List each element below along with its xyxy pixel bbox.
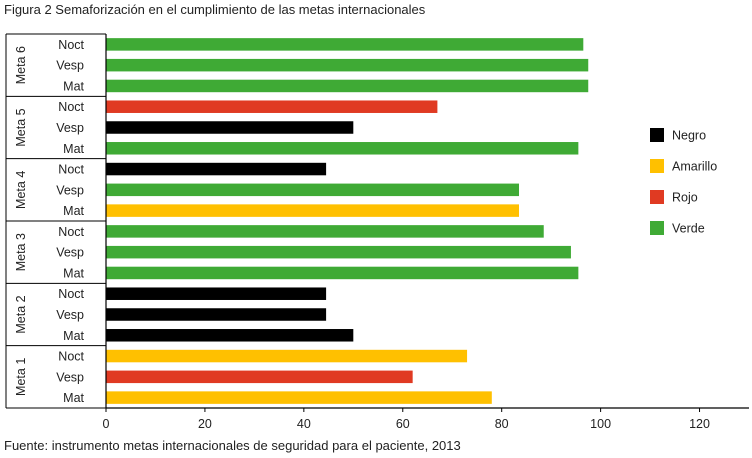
row-label: Noct xyxy=(58,38,84,52)
row-label: Vesp xyxy=(56,246,84,260)
bar-meta1-vesp xyxy=(106,370,413,384)
legend-swatch-rojo xyxy=(650,190,664,204)
group-label: Meta 1 xyxy=(14,358,28,396)
x-tick-label: 60 xyxy=(396,417,410,431)
row-label: Vesp xyxy=(56,59,84,73)
group-label: Meta 5 xyxy=(14,108,28,146)
bar-meta2-vesp xyxy=(106,308,327,321)
group-label: Meta 3 xyxy=(14,233,28,271)
bar-meta2-noct xyxy=(106,287,327,300)
bar-meta3-vesp xyxy=(106,245,571,259)
row-label: Noct xyxy=(58,100,84,114)
row-label: Mat xyxy=(63,266,84,280)
group-label: Meta 6 xyxy=(14,46,28,84)
row-label: Noct xyxy=(58,350,84,364)
bar-meta3-mat xyxy=(106,266,579,280)
group-label: Meta 2 xyxy=(14,295,28,333)
legend-label-verde: Verde xyxy=(672,222,705,236)
x-axis-ticks: 0 20 40 60 80 100 120 xyxy=(103,408,710,431)
x-tick-label: 0 xyxy=(103,417,110,431)
row-label: Mat xyxy=(63,79,84,93)
bar-meta1-mat xyxy=(106,391,492,404)
bar-meta5-vesp xyxy=(106,121,354,134)
row-label: Noct xyxy=(58,225,84,239)
legend-swatch-verde xyxy=(650,221,664,235)
group-label: Meta 4 xyxy=(14,171,28,209)
bar-meta5-mat xyxy=(106,142,579,155)
row-label: Vesp xyxy=(56,308,84,322)
x-tick-label: 40 xyxy=(297,417,311,431)
row-label: Noct xyxy=(58,287,84,301)
legend-swatch-amarillo xyxy=(650,159,664,173)
row-label: Mat xyxy=(63,204,84,218)
row-label: Mat xyxy=(63,329,84,343)
x-tick-label: 100 xyxy=(590,417,611,431)
legend-swatch-negro xyxy=(650,128,664,142)
chart-source-note: Fuente: instrumento metas internacionale… xyxy=(4,438,461,453)
row-label: Vesp xyxy=(56,121,84,135)
bars-layer xyxy=(106,38,589,404)
legend-label-rojo: Rojo xyxy=(672,191,698,205)
x-tick-label: 120 xyxy=(689,417,710,431)
bar-meta3-noct xyxy=(106,225,544,238)
row-labels: Noct Vesp Mat Noct Vesp Mat Noct Vesp Mat Noct Ves… xyxy=(56,38,84,405)
row-label: Mat xyxy=(63,391,84,405)
bar-meta5-noct xyxy=(106,100,438,113)
bar-meta6-mat xyxy=(106,79,589,93)
row-label: Vesp xyxy=(56,370,84,384)
bar-meta4-vesp xyxy=(106,183,520,197)
row-label: Mat xyxy=(63,142,84,156)
bar-meta4-noct xyxy=(106,162,327,176)
x-tick-label: 20 xyxy=(198,417,212,431)
bar-meta1-noct xyxy=(106,349,468,363)
row-label: Vesp xyxy=(56,183,84,197)
bar-meta2-mat xyxy=(106,329,354,342)
group-labels: Meta 6 Meta 5 Meta 4 Meta 3 Meta 2 Meta 1 xyxy=(14,46,28,396)
row-label: Noct xyxy=(58,163,84,177)
chart-title: Figura 2 Semaforización en el cumplimien… xyxy=(4,2,426,17)
legend-label-amarillo: Amarillo xyxy=(672,160,717,174)
bar-meta6-noct xyxy=(106,38,584,51)
bar-meta6-vesp xyxy=(106,58,589,72)
bar-meta4-mat xyxy=(106,204,520,217)
legend: Negro Amarillo Rojo Verde xyxy=(650,128,717,236)
x-tick-label: 80 xyxy=(495,417,509,431)
legend-label-negro: Negro xyxy=(672,129,706,143)
axes xyxy=(5,33,749,409)
